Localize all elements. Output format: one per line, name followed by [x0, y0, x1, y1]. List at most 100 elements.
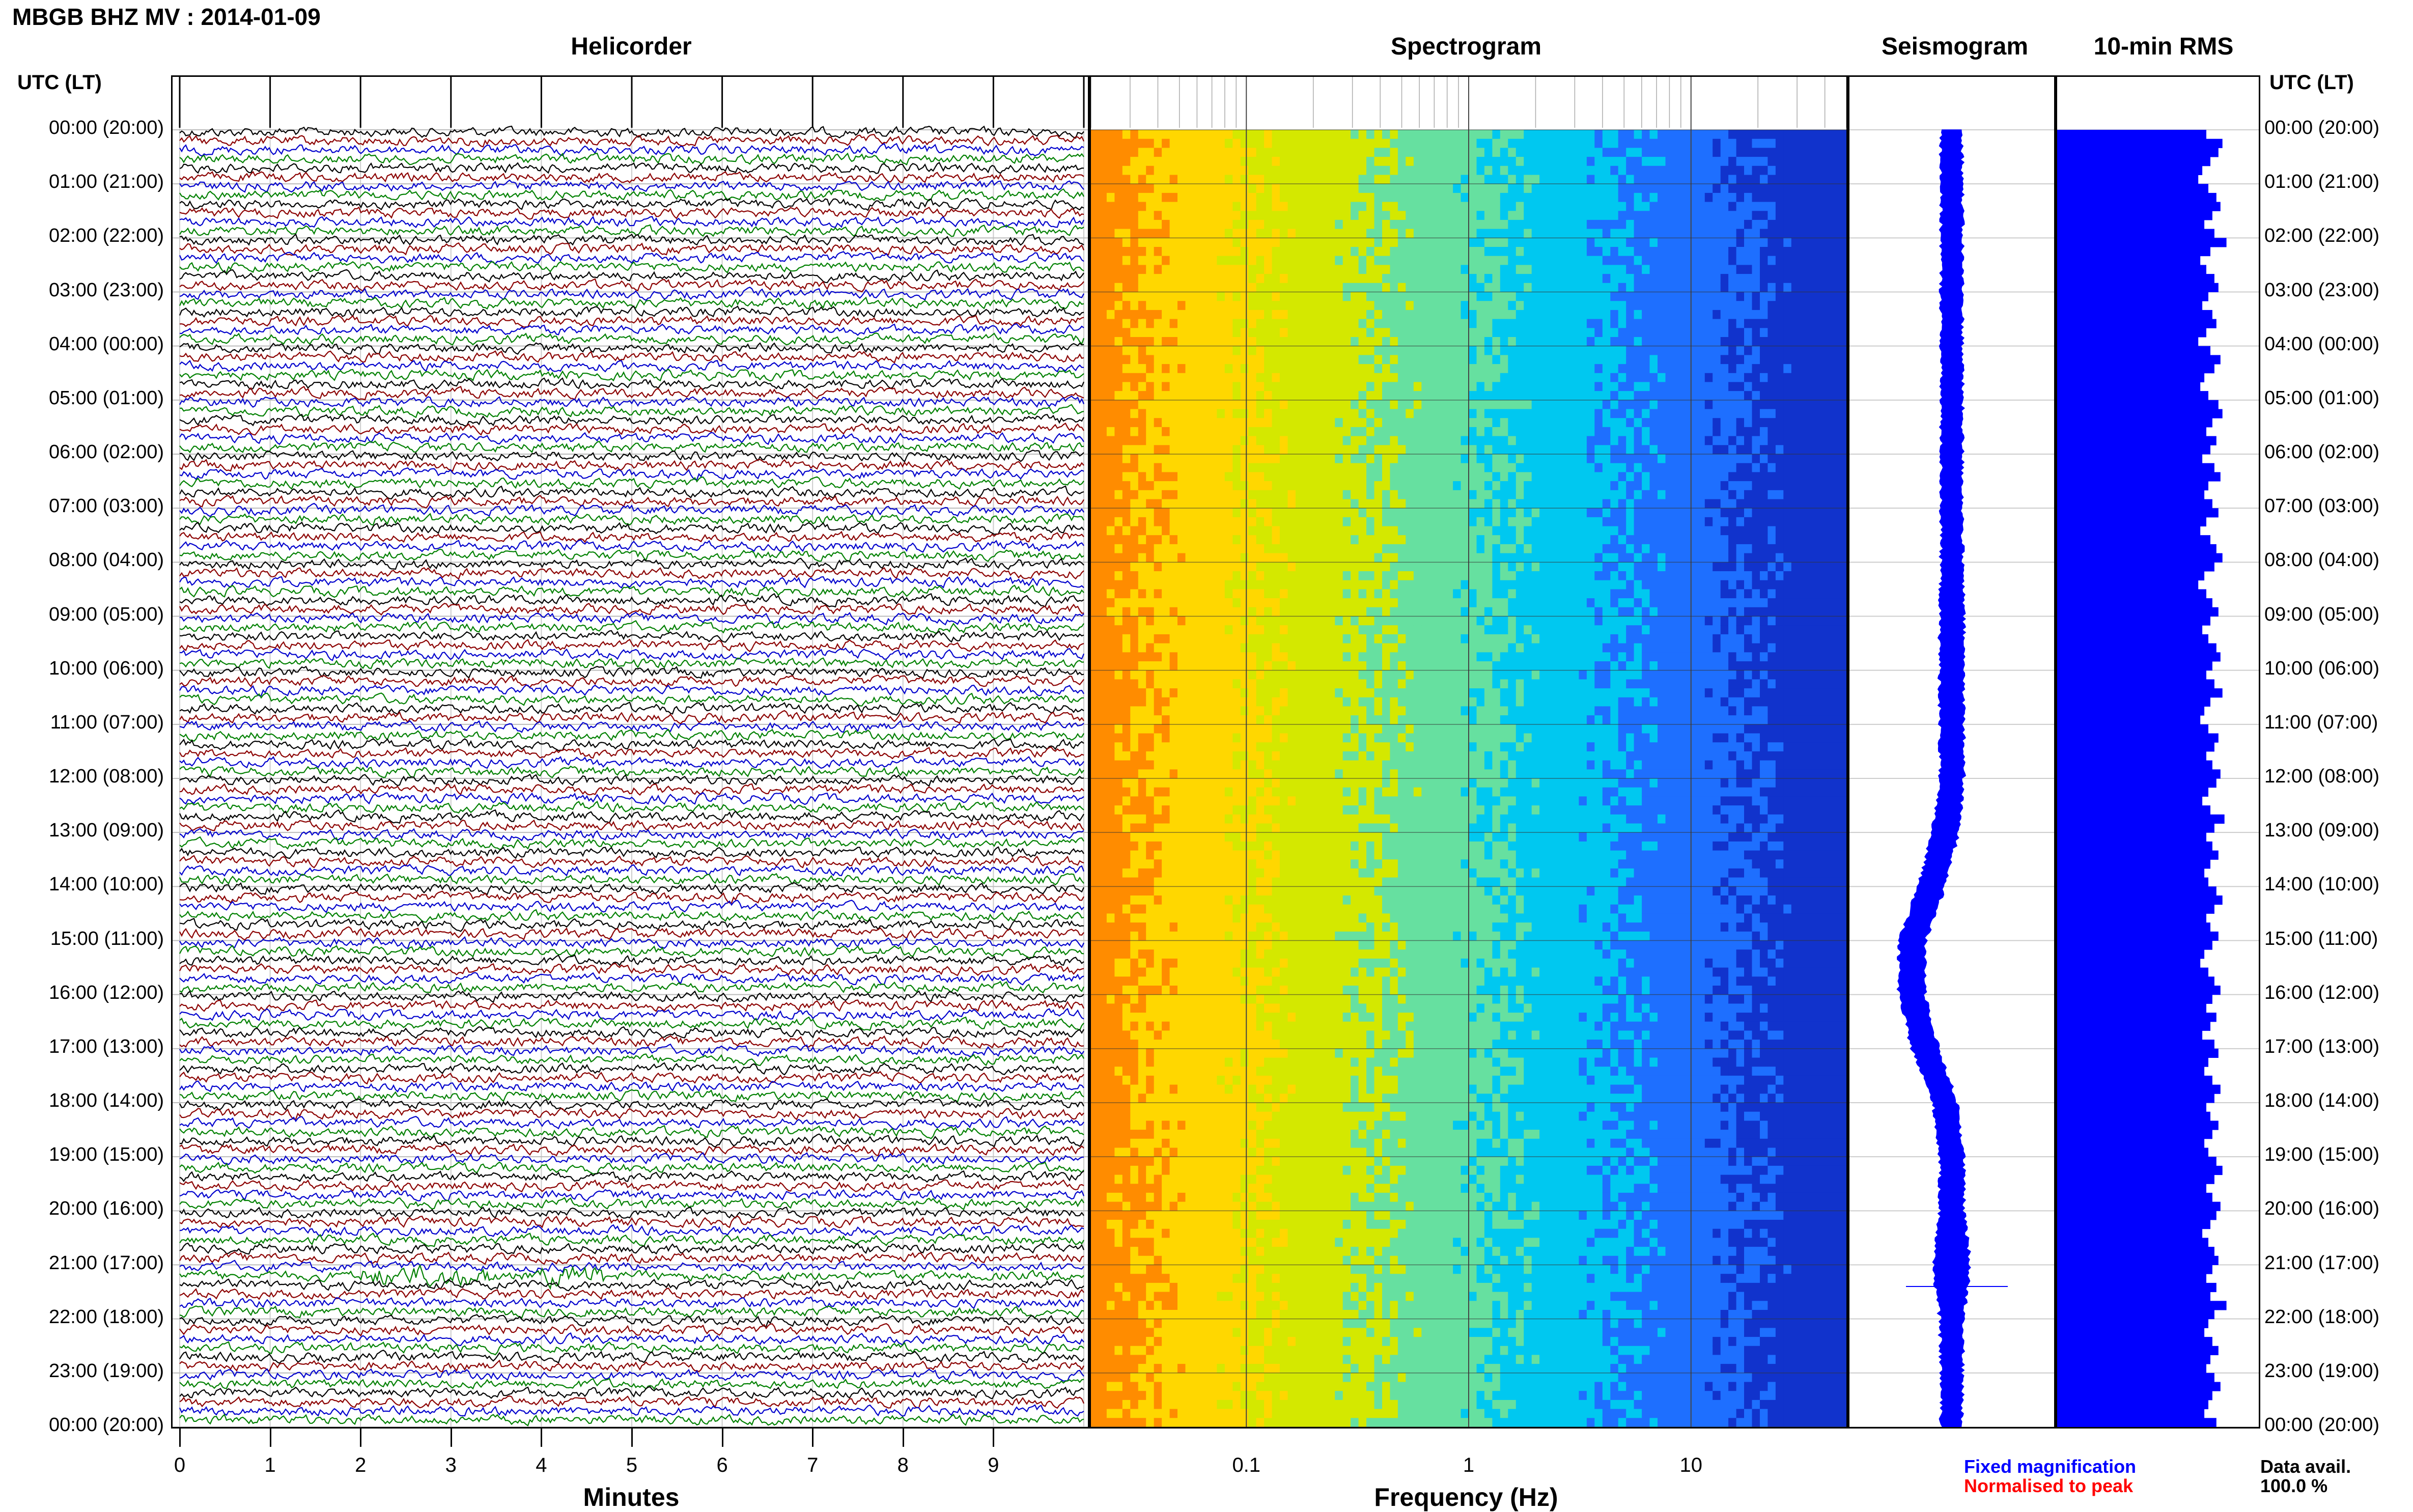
spectrogram-cell	[1154, 661, 1162, 670]
spectrogram-cell	[1130, 571, 1138, 580]
spectrogram-cell	[1099, 607, 1107, 617]
spectrogram-cell	[1114, 625, 1123, 634]
spectrogram-cell	[1177, 1247, 1186, 1256]
spectrogram-cell	[1162, 598, 1170, 607]
spectrogram-cell	[1170, 1058, 1178, 1067]
spectrogram-cell	[1130, 337, 1138, 346]
spectrogram-cell	[1154, 895, 1162, 905]
spectrogram-cell	[1114, 788, 1123, 797]
spectrogram-cell	[1130, 301, 1138, 310]
spectrogram-cell	[1146, 625, 1154, 634]
spectrogram-cell	[1170, 1175, 1178, 1184]
spectrogram-cell	[1114, 769, 1123, 778]
spectrogram-cell	[1177, 1292, 1186, 1301]
spectrogram-cell	[1177, 598, 1186, 607]
spectrogram-cell	[1201, 499, 1209, 509]
spectrogram-cell	[1146, 815, 1154, 824]
spectrogram-cell	[1138, 1328, 1146, 1337]
spectrogram-cell	[1170, 1292, 1178, 1301]
spectrogram-cell	[1193, 382, 1201, 391]
spectrogram-cell	[1091, 751, 1099, 761]
spectrogram-cell	[1154, 202, 1162, 211]
spectrogram-cell	[1162, 761, 1170, 770]
spectrogram-cell	[1130, 1003, 1138, 1013]
spectrogram-cell	[1107, 1364, 1115, 1373]
spectrogram-cell	[1146, 949, 1154, 959]
spectrogram-cell	[1091, 1265, 1099, 1274]
spectrogram-cell	[1170, 1328, 1178, 1337]
spectrogram-cell	[1177, 238, 1186, 247]
spectrogram-cell	[1130, 724, 1138, 734]
spectrogram-cell	[1091, 1301, 1099, 1310]
spectrogram-cell	[1107, 625, 1115, 634]
spectrogram-cell	[1130, 922, 1138, 932]
spectrogram-cell	[1186, 832, 1194, 842]
spectrogram-cell	[1138, 1022, 1146, 1031]
spectrogram-cell	[1177, 1346, 1186, 1355]
spectrogram-cell	[1186, 1355, 1194, 1364]
spectrogram-cell	[1154, 247, 1162, 256]
spectrogram-cell	[1193, 472, 1201, 481]
spectrogram-cell	[1107, 715, 1115, 724]
spectrogram-cell	[1091, 1076, 1099, 1085]
spectrogram-cell	[1114, 1220, 1123, 1229]
spectrogram-cell	[1099, 1022, 1107, 1031]
spectrogram-cell	[1138, 859, 1146, 869]
spectrogram-cell	[1177, 499, 1186, 509]
spectrogram-cell	[1114, 1256, 1123, 1265]
spectrogram-cell	[1114, 1040, 1123, 1049]
spectrogram-cell	[1130, 1274, 1138, 1283]
spectrogram-cell	[1123, 1148, 1131, 1157]
spectrogram-cell	[1154, 283, 1162, 292]
spectrogram-cell	[1107, 1310, 1115, 1319]
spectrogram-cell	[1186, 490, 1194, 499]
spectrogram-cell	[1107, 832, 1115, 842]
spectrogram-cell	[1177, 824, 1186, 833]
spectrogram-cell	[1154, 1283, 1162, 1292]
spectrogram-cell	[1091, 1346, 1099, 1355]
spectrogram-cell	[1114, 949, 1123, 959]
spectrogram-cell	[1114, 715, 1123, 724]
spectrogram-cell	[1177, 742, 1186, 751]
spectrogram-cell	[1154, 715, 1162, 724]
spectrogram-cell	[1154, 805, 1162, 815]
spectrogram-cell	[1138, 1003, 1146, 1013]
spectrogram-cell	[1170, 1220, 1178, 1229]
spectrogram-cell	[1186, 1238, 1194, 1247]
spectrogram-cell	[1154, 148, 1162, 157]
spectrogram-cell	[1099, 1220, 1107, 1229]
spectrogram-cell	[1162, 1337, 1170, 1346]
spectrogram-cell	[1193, 310, 1201, 319]
spectrogram-cell	[1162, 643, 1170, 653]
spectrogram-cell	[1154, 1400, 1162, 1409]
spectrogram-cell	[1130, 913, 1138, 922]
spectrogram-cell	[1146, 1193, 1154, 1202]
spectrogram-cell	[1186, 319, 1194, 328]
spectrogram-cell	[1186, 1148, 1194, 1157]
spectrogram-cell	[1177, 292, 1186, 301]
spectrogram-cell	[1091, 670, 1099, 680]
spectrogram-cell	[1186, 715, 1194, 724]
time-label-right: 01:00 (21:00)	[2264, 171, 2413, 193]
spectrogram-cell	[1114, 1103, 1123, 1112]
spectrogram-cell	[1130, 670, 1138, 680]
spectrogram-cell	[1123, 436, 1131, 445]
spectrogram-cell	[1091, 553, 1099, 563]
spectrogram-cell	[1146, 895, 1154, 905]
spectrogram-cell	[1186, 697, 1194, 707]
spectrogram-cell	[1193, 1364, 1201, 1373]
spectrogram-cell	[1162, 1373, 1170, 1382]
spectrogram-cell	[1193, 1166, 1201, 1175]
spectrogram-cell	[1170, 617, 1178, 626]
spectrogram-cell	[1146, 580, 1154, 590]
spectrogram-cell	[1201, 842, 1209, 851]
spectrogram-cell	[1091, 1058, 1099, 1067]
spectrogram-cell	[1170, 184, 1178, 193]
spectrogram-cell	[1099, 815, 1107, 824]
spectrogram-cell	[1091, 832, 1099, 842]
spectrogram-cell	[1138, 409, 1146, 418]
spectrogram-cell	[1177, 229, 1186, 238]
spectrogram-cell	[1170, 1418, 1178, 1427]
spectrogram-cell	[1170, 815, 1178, 824]
spectrogram-cell	[1130, 427, 1138, 436]
